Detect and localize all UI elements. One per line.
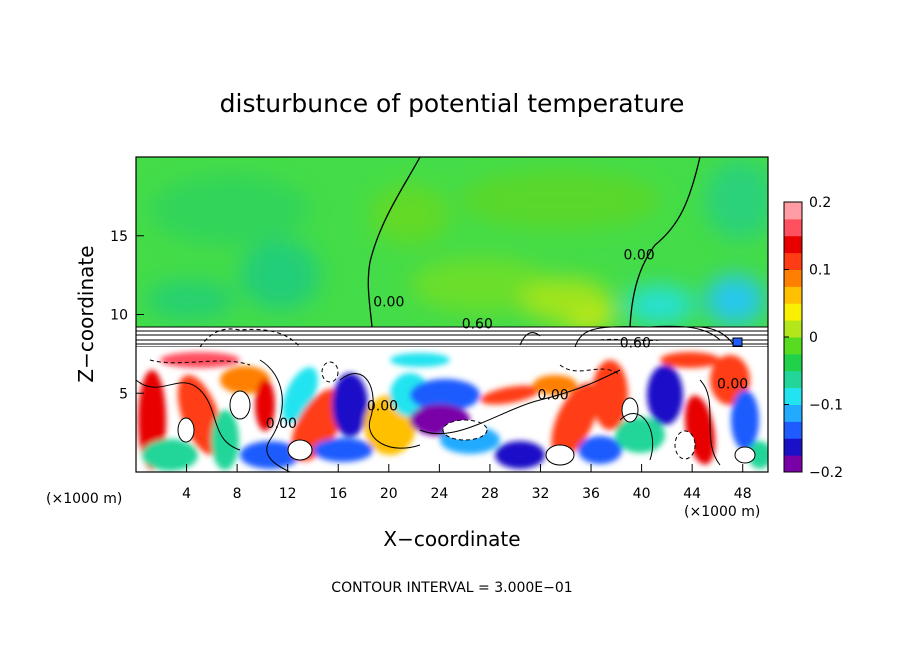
contour-label: 0.00 xyxy=(717,377,748,393)
colorbar-tick-label: 0.1 xyxy=(809,263,831,279)
x-tick-label: 20 xyxy=(380,486,398,502)
colorbar-tick-label: −0.1 xyxy=(809,398,843,414)
contour-labels: 0.00 0.00 0.60 0.60 0.00 0.00 0.00 0.00 xyxy=(266,247,748,432)
x-tick-label: 24 xyxy=(430,486,448,502)
x-tick-label: 44 xyxy=(683,486,701,502)
x-tick-label: 12 xyxy=(279,486,297,502)
contour-interval-note: CONTOUR INTERVAL = 3.000E−01 xyxy=(331,580,572,596)
contour-label: 0.60 xyxy=(462,317,493,333)
y-tick-label: 5 xyxy=(119,386,128,402)
colorbar-segment xyxy=(784,438,802,456)
colorbar-segment xyxy=(784,337,802,355)
colorbar-segment xyxy=(784,269,802,287)
x-tick-label: 36 xyxy=(582,486,600,502)
colorbar-segment xyxy=(784,235,802,254)
colorbar-segment xyxy=(784,421,802,439)
plot-area: 0.000.000.600.600.000.000.000.00 4 8 12 16 2… xyxy=(110,156,769,502)
x-tick-label: 32 xyxy=(532,486,550,502)
contour-label: 0.00 xyxy=(373,295,404,311)
colorbar-segment xyxy=(784,353,802,372)
colorbar-segment xyxy=(784,404,802,422)
colorbar-segment xyxy=(784,387,802,405)
x-tick-label: 16 xyxy=(329,486,347,502)
y-tick-label: 10 xyxy=(110,308,128,324)
colorbar-tick-label: −0.2 xyxy=(809,465,843,481)
contour-label: 0.60 xyxy=(620,336,651,352)
contour-label: 0.00 xyxy=(266,416,297,432)
contour-label: 0.00 xyxy=(367,399,398,415)
colorbar-segment xyxy=(784,303,802,321)
x-axis-label: X−coordinate xyxy=(383,527,520,551)
y-tick-label: 15 xyxy=(110,229,128,245)
contour-label: 0.00 xyxy=(623,247,654,263)
colorbar-tick-label: 0.2 xyxy=(809,195,831,211)
x-tick-label: 40 xyxy=(633,486,651,502)
upper-field xyxy=(136,157,768,327)
inversion-band xyxy=(136,325,768,348)
x-tick-label: 4 xyxy=(182,486,191,502)
colorbar: 0.2 0.1 0 −0.1 −0.2 xyxy=(783,195,843,481)
contour-label: 0.00 xyxy=(538,388,569,404)
y-axis-label: Z−coordinate xyxy=(74,245,98,382)
colorbar-tick-label: 0 xyxy=(809,330,818,346)
x-unit-right: (×1000 m) xyxy=(684,504,760,520)
colorbar-segment xyxy=(784,455,802,473)
colorbar-segment xyxy=(784,286,802,304)
x-unit-left: (×1000 m) xyxy=(46,491,122,507)
x-tick-label: 8 xyxy=(233,486,242,502)
x-tick-label: 48 xyxy=(734,486,752,502)
colorbar-segment xyxy=(784,218,802,237)
x-tick-label: 28 xyxy=(481,486,499,502)
chart-title: disturbunce of potential temperature xyxy=(220,89,685,118)
lower-field xyxy=(136,347,768,472)
colorbar-segment xyxy=(784,370,802,389)
colorbar-segment xyxy=(784,252,802,270)
colorbar-segment xyxy=(784,202,802,220)
colorbar-segment xyxy=(784,320,802,338)
